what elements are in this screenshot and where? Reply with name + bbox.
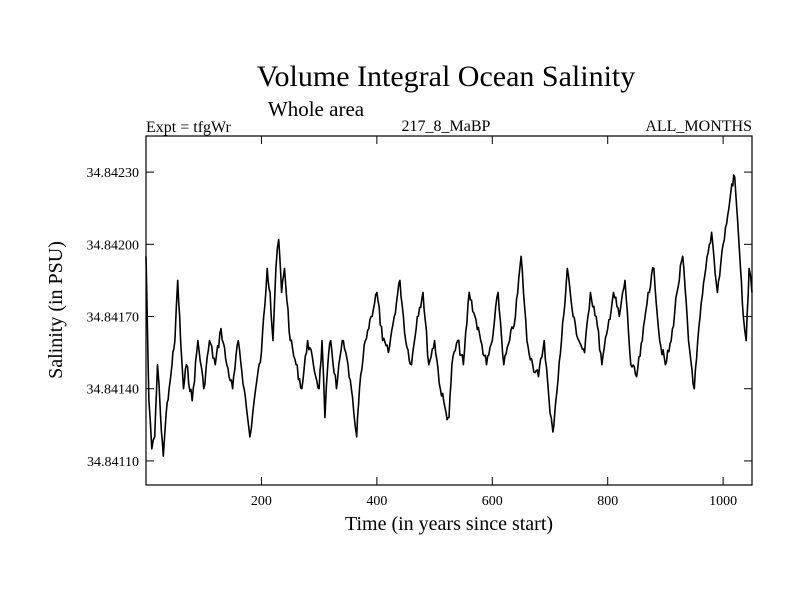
y-tick-label: 34.84230	[87, 166, 140, 181]
header-left: Expt = tfgWr	[146, 119, 231, 136]
y-tick-label: 34.84170	[87, 311, 140, 326]
y-tick-label: 34.84140	[87, 383, 140, 398]
x-tick-label: 400	[366, 494, 387, 509]
x-tick-label: 200	[251, 494, 272, 509]
chart-subtitle: Whole area	[268, 97, 365, 121]
y-axis-label: Salinity (in PSU)	[45, 241, 67, 379]
x-tick-label: 800	[597, 494, 618, 509]
y-axis: 34.84110 34.84140 34.84170 34.84200 34.84230	[87, 166, 752, 470]
x-axis-label: Time (in years since start)	[345, 513, 553, 535]
chart-title: Volume Integral Ocean Salinity	[257, 60, 636, 93]
plot-frame	[145, 135, 753, 486]
x-tick-label: 600	[482, 494, 503, 509]
salinity-series-line	[145, 174, 753, 457]
x-tick-label: 1000	[709, 494, 737, 509]
header-center: 217_8_MaBP	[402, 118, 491, 135]
x-axis: 200 400 600 800 1000	[251, 136, 737, 509]
y-tick-label: 34.84110	[87, 455, 139, 470]
header-right: ALL_MONTHS	[645, 118, 752, 135]
y-tick-label: 34.84200	[87, 238, 140, 253]
